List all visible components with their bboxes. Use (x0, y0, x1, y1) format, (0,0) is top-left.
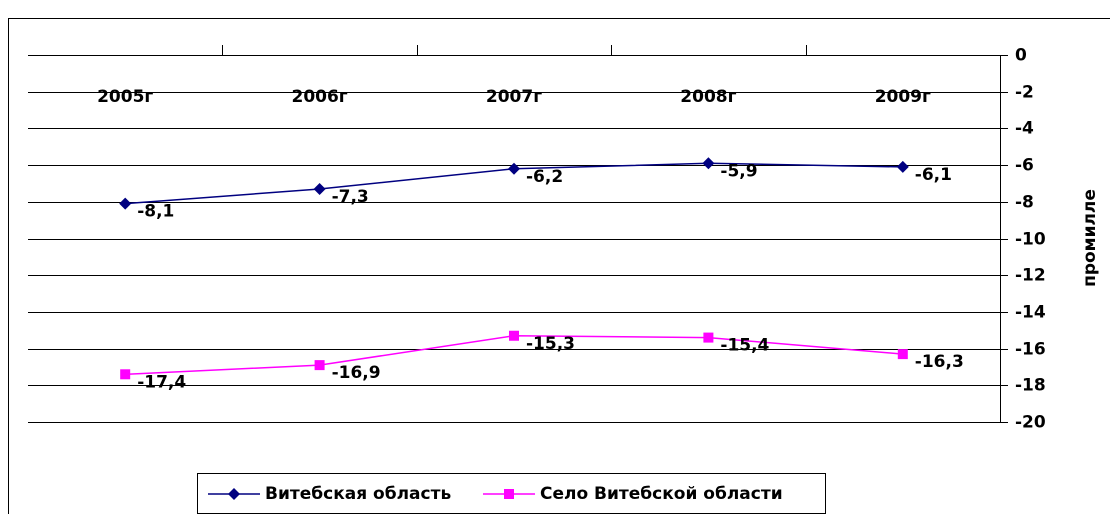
y-tick-label: -6 (1015, 156, 1034, 176)
marker (120, 369, 131, 380)
y-axis-label: промилле (1080, 189, 1100, 287)
y-tick-label: -10 (1015, 230, 1046, 250)
marker (509, 330, 519, 341)
y-tick-label: -14 (1015, 303, 1046, 323)
data-label: -15,4 (720, 336, 769, 356)
data-label: -5,9 (720, 161, 757, 181)
marker (313, 182, 326, 195)
legend-label: Село Витебской области (540, 484, 783, 504)
data-label: -15,3 (526, 334, 575, 354)
marker (896, 160, 909, 173)
data-label: -16,3 (915, 352, 964, 372)
y-tick-label: -8 (1015, 193, 1034, 213)
marker (119, 197, 132, 210)
x-tick-label: 2007г (486, 87, 542, 107)
chart-border (8, 18, 1110, 514)
data-label: -7,3 (332, 187, 369, 207)
y-tick-label: -2 (1015, 83, 1034, 103)
data-label: -16,9 (332, 363, 381, 383)
x-tick-label: 2009г (875, 87, 931, 107)
marker (897, 349, 908, 360)
marker (702, 157, 715, 170)
y-tick-label: -16 (1015, 340, 1046, 360)
marker (228, 488, 240, 500)
data-label: -17,4 (137, 372, 186, 392)
marker (508, 162, 520, 175)
data-label: -8,1 (137, 202, 174, 222)
y-tick-label: -12 (1015, 266, 1046, 286)
data-label: -6,2 (526, 167, 563, 187)
marker (314, 360, 325, 371)
marker (703, 332, 714, 343)
y-tick-label: 0 (1015, 46, 1027, 66)
data-label: -6,1 (915, 165, 952, 185)
y-tick-label: -18 (1015, 376, 1046, 396)
legend-label: Витебская область (265, 484, 451, 504)
y-tick-label: -4 (1015, 119, 1034, 139)
y-tick-label: -20 (1015, 413, 1046, 433)
series-line (125, 335, 903, 376)
x-tick-label: 2008г (680, 87, 736, 107)
x-tick-label: 2006г (291, 87, 347, 107)
x-tick-label: 2005г (97, 87, 153, 107)
marker (504, 489, 514, 499)
